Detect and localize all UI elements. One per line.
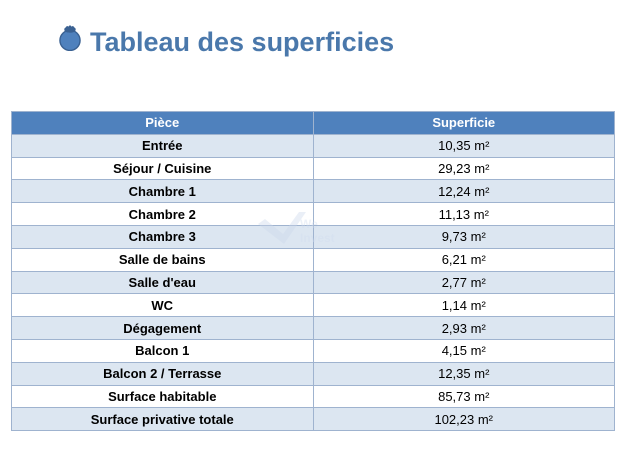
svg-text:We: We bbox=[300, 217, 318, 231]
svg-text:Invest: Invest bbox=[300, 231, 335, 245]
